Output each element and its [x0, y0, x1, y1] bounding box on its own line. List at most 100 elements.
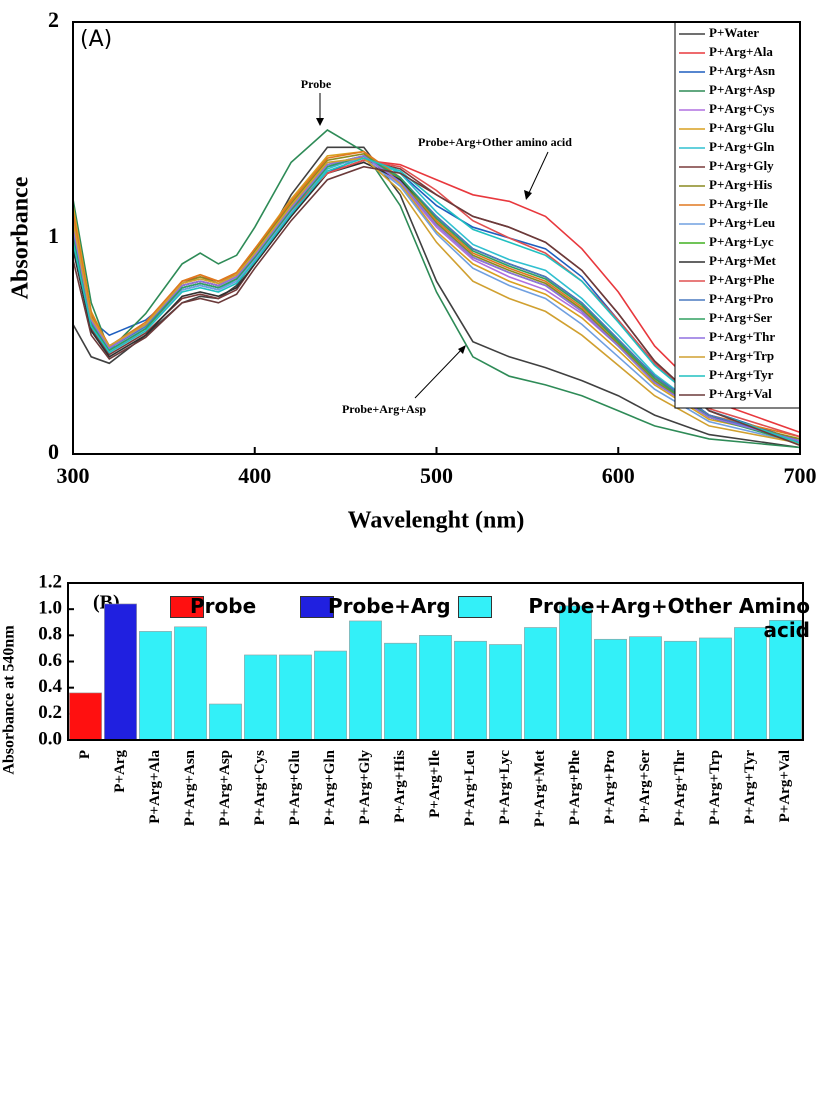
- y-axis-title: Absorbance: [8, 176, 34, 299]
- legend-label: P+Arg+His: [709, 177, 772, 192]
- x-tick-label: P+Arg+Glu: [287, 750, 303, 825]
- bar: [69, 692, 102, 741]
- legend-label: P+Arg+Glu: [709, 120, 774, 135]
- legend-swatch: [300, 596, 334, 618]
- bar: [454, 640, 487, 741]
- x-tick-label: P+Arg+Gln: [322, 749, 338, 825]
- bar: [384, 642, 417, 741]
- x-tick-label: P+Arg+Tyr: [742, 750, 758, 825]
- legend-label: P+Arg+Phe: [709, 272, 775, 287]
- panel-label: (A): [80, 27, 112, 52]
- x-tick-label: P: [77, 750, 93, 759]
- bar: [349, 620, 382, 741]
- x-tick-label: 500: [420, 463, 453, 488]
- x-tick-label: P+Arg+Leu: [462, 750, 478, 826]
- legend-swatch: [170, 596, 204, 618]
- legend-label: P+Arg+Cys: [709, 101, 774, 116]
- x-tick-label: P+Arg+Val: [777, 750, 793, 822]
- annotation: Probe: [301, 77, 332, 91]
- annotation: Probe+Arg+Asp: [342, 402, 426, 416]
- arrow-head: [524, 190, 532, 200]
- x-tick-label: 400: [238, 463, 271, 488]
- legend-label: P+Arg+Trp: [709, 348, 774, 363]
- x-tick-label: P+Arg+Ile: [427, 750, 443, 818]
- legend-label: P+Arg+Ser: [709, 310, 772, 325]
- spectrum-line: [72, 165, 801, 447]
- bar: [629, 636, 662, 741]
- y-tick-label: 0.0: [38, 728, 62, 749]
- bar: [524, 627, 557, 741]
- y-tick-label: 1.2: [38, 571, 62, 592]
- legend-label: Probe: [190, 594, 257, 618]
- legend-label: P+Arg+Met: [709, 253, 776, 268]
- x-tick-label: P+Arg+Ala: [147, 750, 163, 824]
- bar: [419, 635, 452, 741]
- bar: [104, 603, 137, 741]
- y-tick-label: 0: [48, 439, 59, 464]
- legend-label: P+Arg+Val: [709, 386, 772, 401]
- bar: [139, 631, 172, 741]
- y-tick-label: 2: [48, 7, 59, 32]
- spectrum-line: [72, 157, 801, 444]
- x-tick-label: P+Arg+Cys: [252, 750, 268, 826]
- legend-label: P+Arg+Tyr: [709, 367, 774, 382]
- x-tick-label: 600: [602, 463, 635, 488]
- legend-label: P+Arg+Gly: [709, 158, 774, 173]
- legend-label: P+Arg+Lyc: [709, 234, 774, 249]
- plot-frame: [72, 21, 801, 455]
- spectrum-line: [72, 157, 801, 444]
- bar: [489, 644, 522, 741]
- arrow-head: [458, 345, 466, 354]
- spectrum-line: [72, 129, 801, 449]
- legend-label: P+Arg+Gln: [709, 139, 775, 154]
- arrow: [527, 151, 549, 196]
- bar: [664, 640, 697, 741]
- arrow: [414, 347, 464, 399]
- bar: [769, 619, 802, 741]
- legend-label: Probe+Arg+Other Amino acid: [528, 594, 810, 642]
- bar: [279, 654, 312, 741]
- bar: [244, 654, 277, 741]
- y-tick-label: 0.6: [38, 650, 62, 671]
- x-tick-label: P+Arg+Asn: [182, 749, 198, 826]
- arrow-head: [316, 118, 324, 126]
- x-tick-label: P+Arg+Ser: [637, 750, 653, 823]
- x-tick-label: P+Arg+Phe: [567, 750, 583, 826]
- x-tick-label: 700: [784, 463, 817, 488]
- x-tick-label: P+Arg: [112, 750, 128, 793]
- x-tick-label: P+Arg+Asp: [217, 750, 233, 826]
- legend-label: P+Arg+Leu: [709, 215, 775, 230]
- bar: [174, 626, 207, 741]
- legend-box: [674, 21, 801, 409]
- legend-swatch: [458, 596, 492, 618]
- x-tick-label: P+Arg+His: [392, 750, 408, 823]
- bar: [734, 627, 767, 741]
- y-tick-label: 1: [48, 223, 59, 248]
- legend-label: P+Arg+Ile: [709, 196, 768, 211]
- x-tick-label: P+Arg+Gly: [357, 750, 373, 825]
- legend-label: P+Arg+Asn: [709, 63, 776, 78]
- x-tick-label: P+Arg+Lyc: [497, 750, 513, 825]
- x-axis-title: Wavelenght (nm): [348, 508, 525, 534]
- spectrum-line: [72, 155, 801, 444]
- legend-label: P+Arg+Pro: [709, 291, 773, 306]
- legend-label: P+Arg+Thr: [709, 329, 775, 344]
- bar: [594, 638, 627, 741]
- legend-label: P+Water: [709, 25, 759, 40]
- bar: [699, 637, 732, 741]
- y-tick-label: 0.8: [38, 624, 62, 645]
- x-tick-label: P+Arg+Pro: [602, 750, 618, 824]
- y-axis-title: Absorbance at 540nm: [1, 625, 18, 775]
- legend-label: P+Arg+Asp: [709, 82, 775, 97]
- x-tick-label: P+Arg+Met: [532, 750, 548, 827]
- legend-label: P+Arg+Ala: [709, 44, 773, 59]
- x-tick-label: 300: [57, 463, 90, 488]
- annotation: Probe+Arg+Other amino acid: [418, 135, 572, 149]
- x-tick-label: P+Arg+Trp: [707, 750, 723, 825]
- bar: [314, 650, 347, 741]
- y-tick-label: 1.0: [38, 598, 62, 619]
- legend-label: Probe+Arg: [328, 594, 451, 618]
- y-tick-label: 0.2: [38, 702, 62, 723]
